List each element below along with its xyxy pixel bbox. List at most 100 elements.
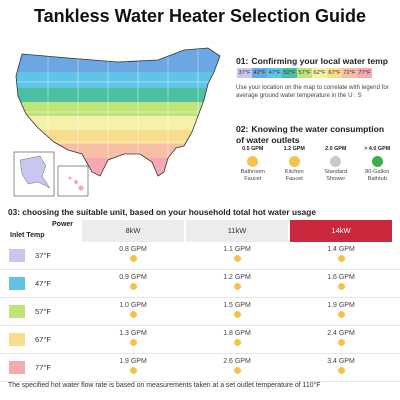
flow-value: 1.6 GPM — [327, 274, 355, 281]
flow-cell: 1.3 GPM — [103, 330, 163, 346]
temperature-swatch — [9, 333, 25, 346]
flow-cell: 0.9 GPM — [103, 274, 163, 290]
outlet-label-line2: Shower — [326, 175, 346, 182]
table-row: 67°F 1.3 GPM 1.8 GPM 2.4 GPM — [0, 326, 400, 354]
outlet-label: Kitchen Faucet — [274, 169, 316, 182]
legend-item: 67°F — [327, 68, 342, 78]
legend-item: 47°F — [267, 68, 282, 78]
outlet-label-line2: Bathtub — [367, 175, 387, 182]
column-11kw: 11kW — [186, 220, 288, 242]
inlet-temp: 47°F — [35, 279, 51, 288]
flow-cell: 1.6 GPM — [311, 274, 371, 290]
footnote: The specified hot water flow rate is bas… — [8, 382, 321, 389]
outlet-gpm: 1.2 GPM — [283, 146, 305, 152]
legend-item: 37°F — [237, 68, 252, 78]
table-row: 57°F 1.0 GPM 1.5 GPM 1.9 GPM — [0, 298, 400, 326]
flow-cell: 3.4 GPM — [311, 358, 371, 374]
power-header: Power — [52, 221, 74, 228]
outlet-item: 2.0 GPM Standard Shower — [315, 146, 357, 182]
flow-value: 0.8 GPM — [119, 246, 147, 253]
faucet-badge-icon — [233, 367, 241, 374]
step2-heading: 02: Knowing the water consumption of wate… — [236, 124, 384, 146]
flow-cell: 1.9 GPM — [103, 358, 163, 374]
step2-number: 02: — [236, 124, 249, 134]
faucet-badge-icon — [337, 283, 345, 290]
outlet-label-line1: Bathroom — [240, 169, 265, 175]
outlet-label-line2: Faucet — [244, 175, 262, 182]
temperature-swatch — [9, 305, 25, 318]
faucet-badge-icon — [233, 339, 241, 346]
table-row: 77°F 1.9 GPM 2.6 GPM 3.4 GPM — [0, 354, 400, 382]
page-title: Tankless Water Heater Selection Guide — [33, 6, 367, 26]
flow-value: 2.6 GPM — [223, 358, 251, 365]
inlet-temp: 57°F — [35, 307, 51, 316]
flow-cell: 1.8 GPM — [207, 330, 267, 346]
outlet-gpm: > 4.0 GPM — [364, 146, 391, 152]
legend-item: 42°F — [252, 68, 267, 78]
temperature-swatch — [9, 361, 25, 374]
faucet-badge-icon — [337, 255, 345, 262]
kitchen-faucet-icon — [288, 156, 300, 167]
outlet-item: 1.2 GPM Kitchen Faucet — [274, 146, 316, 182]
outlet-gpm: 2.0 GPM — [325, 146, 347, 152]
outlet-item: 0.5 GPM Bathroom Faucet — [232, 146, 274, 182]
faucet-icon — [247, 156, 259, 167]
faucet-badge-icon — [129, 339, 137, 346]
outlet-gpm: 0.5 GPM — [242, 146, 264, 152]
inlet-temp: 37°F — [35, 251, 51, 260]
column-14kw: 14kW — [290, 220, 392, 242]
temperature-swatch — [9, 249, 25, 262]
faucet-badge-icon — [129, 367, 137, 374]
bathtub-icon — [371, 156, 383, 167]
flow-value: 1.1 GPM — [223, 246, 251, 253]
faucet-badge-icon — [233, 255, 241, 262]
step1-title: Confirming your local water temp — [251, 56, 388, 66]
us-groundwater-map — [13, 47, 221, 197]
faucet-badge-icon — [233, 283, 241, 290]
faucet-badge-icon — [337, 339, 345, 346]
flow-value: 1.4 GPM — [327, 246, 355, 253]
flow-value: 1.0 GPM — [119, 302, 147, 309]
faucet-badge-icon — [337, 367, 345, 374]
step2-title-line1: Knowing the water consumption — [251, 124, 385, 134]
step1-description: Use your location on the map to correlat… — [236, 84, 389, 99]
step1-heading: 01: Confirming your local water temp — [236, 56, 388, 66]
table-row: 37°F 0.8 GPM 1.1 GPM 1.4 GPM — [0, 242, 400, 270]
shower-icon — [330, 156, 342, 167]
flow-value: 1.2 GPM — [223, 274, 251, 281]
column-8kw: 8kW — [82, 220, 184, 242]
flow-cell: 1.9 GPM — [311, 302, 371, 318]
flow-cell: 2.6 GPM — [207, 358, 267, 374]
legend-item: 72°F — [342, 68, 357, 78]
legend-item: 77°F — [357, 68, 372, 78]
flow-value: 0.9 GPM — [119, 274, 147, 281]
flow-value: 1.3 GPM — [119, 330, 147, 337]
legend-item: 57°F — [297, 68, 312, 78]
faucet-badge-icon — [129, 311, 137, 318]
temperature-swatch — [9, 277, 25, 290]
flow-cell: 1.2 GPM — [207, 274, 267, 290]
outlet-label-line2: Faucet — [285, 175, 303, 182]
flow-value: 1.8 GPM — [223, 330, 251, 337]
faucet-badge-icon — [233, 311, 241, 318]
flow-cell: 2.4 GPM — [311, 330, 371, 346]
flow-cell: 1.5 GPM — [207, 302, 267, 318]
flow-value: 1.9 GPM — [327, 302, 355, 309]
faucet-badge-icon — [129, 255, 137, 262]
outlet-item: > 4.0 GPM 80-Gallon Bathtub — [357, 146, 399, 182]
flow-value: 1.9 GPM — [119, 358, 147, 365]
faucet-badge-icon — [337, 311, 345, 318]
selection-table: Power Inlet Temp 8kW 11kW 14kW 37°F 0.8 G… — [0, 220, 400, 382]
inlet-temp: 67°F — [35, 335, 51, 344]
temperature-legend: 37°F 42°F 47°F 52°F 57°F 62°F 67°F 72°F 77°F — [237, 68, 372, 78]
legend-item: 62°F — [312, 68, 327, 78]
flow-cell: 1.1 GPM — [207, 246, 267, 262]
outlet-label: Standard Shower — [315, 169, 357, 182]
flow-value: 3.4 GPM — [327, 358, 355, 365]
flow-cell: 1.0 GPM — [103, 302, 163, 318]
outlet-label-line1: Standard — [324, 169, 348, 175]
step1-number: 01: — [236, 56, 249, 66]
inlet-temp: 77°F — [35, 363, 51, 372]
inlet-temp-header: Inlet Temp — [10, 232, 45, 239]
outlet-label: 80-Gallon Bathtub — [357, 169, 399, 182]
